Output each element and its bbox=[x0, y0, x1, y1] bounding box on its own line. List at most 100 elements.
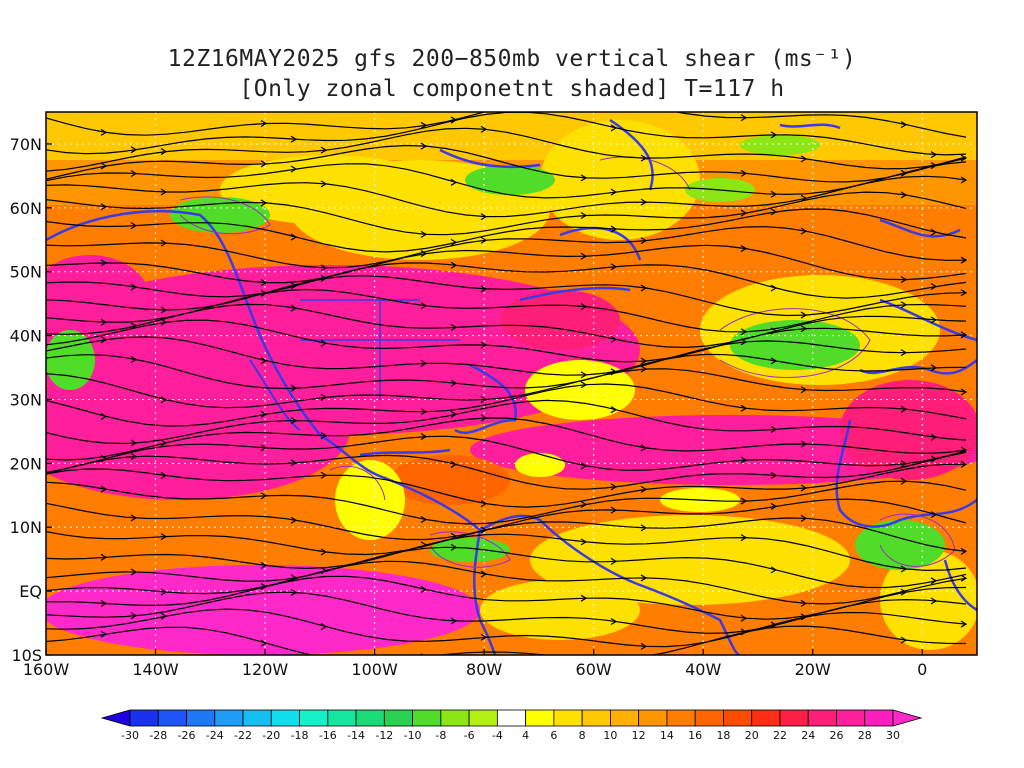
stream-arrow bbox=[480, 125, 488, 133]
stream-arrow bbox=[930, 597, 938, 605]
stream-arrow bbox=[580, 303, 588, 311]
streamline bbox=[46, 575, 967, 620]
stream-arrow bbox=[960, 460, 968, 468]
stream-arrow bbox=[640, 154, 648, 162]
stream-arrow bbox=[800, 227, 808, 235]
colorbar-segment bbox=[496, 709, 527, 727]
streamline bbox=[46, 191, 967, 236]
stream-arrow bbox=[770, 131, 778, 139]
stream-arrow bbox=[900, 405, 908, 413]
colorbar-label: 22 bbox=[773, 729, 787, 742]
stream-arrow bbox=[930, 316, 938, 324]
streamline bbox=[46, 262, 967, 299]
stream-arrow bbox=[450, 543, 458, 551]
stream-arrow bbox=[580, 538, 588, 546]
stream-arrow bbox=[420, 433, 428, 441]
stream-arrow bbox=[320, 471, 328, 479]
stream-arrow bbox=[740, 328, 748, 336]
stream-arrow bbox=[960, 256, 968, 264]
stream-arrow bbox=[480, 236, 488, 244]
y-tick-label: 20N bbox=[10, 454, 42, 473]
streamline bbox=[46, 399, 967, 445]
x-tick-label: 0 bbox=[917, 660, 927, 679]
stream-arrow bbox=[160, 318, 168, 326]
stream-arrow bbox=[450, 617, 458, 625]
stream-arrow bbox=[640, 237, 648, 245]
y-axis: 70N 60N 50N 40N 30N 20N 10N EQ 10S bbox=[10, 135, 52, 665]
stream-arrow bbox=[800, 440, 808, 448]
stream-arrow bbox=[130, 439, 138, 447]
stream-arrow bbox=[930, 577, 938, 585]
x-tick-label: 140W bbox=[132, 660, 179, 679]
stream-arrow bbox=[320, 339, 328, 347]
colorbar-label: -8 bbox=[435, 729, 446, 742]
stream-arrow bbox=[480, 500, 488, 508]
stream-arrow bbox=[740, 628, 748, 636]
stream-arrow bbox=[930, 455, 938, 463]
stream-arrow bbox=[610, 263, 618, 271]
stream-arrow bbox=[900, 588, 908, 596]
colorbar-segment bbox=[666, 709, 696, 727]
colorbar-end-right bbox=[892, 709, 923, 727]
stream-arrow bbox=[480, 526, 488, 534]
colorbar-segment bbox=[355, 709, 385, 727]
y-tick-label: 40N bbox=[10, 327, 42, 346]
stream-arrow bbox=[800, 386, 808, 394]
stream-arrow bbox=[160, 439, 168, 447]
stream-arrow bbox=[450, 116, 458, 124]
stream-arrow bbox=[640, 357, 648, 365]
stream-arrow bbox=[160, 188, 168, 196]
stream-arrow bbox=[640, 198, 648, 206]
stream-arrow bbox=[130, 355, 138, 363]
stream-arrow bbox=[450, 261, 458, 269]
map-frame bbox=[45, 111, 978, 656]
stream-arrow bbox=[900, 276, 908, 284]
y-tick-label: 60N bbox=[10, 199, 42, 218]
colorbar-label: -28 bbox=[149, 729, 167, 742]
stream-arrow bbox=[640, 574, 648, 582]
y-tick-label: 70N bbox=[10, 135, 42, 154]
stream-arrow bbox=[900, 169, 908, 177]
stream-arrow bbox=[100, 553, 108, 561]
stream-arrow bbox=[770, 208, 778, 216]
colorbar-label: -6 bbox=[464, 729, 475, 742]
chart-title-line-1: 12Z16MAY2025 gfs 200−850mb vertical shea… bbox=[167, 46, 857, 72]
stream-arrow bbox=[610, 406, 618, 414]
stream-arrow bbox=[260, 289, 268, 297]
stream-arrow bbox=[960, 331, 968, 339]
y-tick-label: 10N bbox=[10, 518, 42, 537]
colorbar-segment bbox=[779, 709, 809, 727]
stream-arrow bbox=[320, 623, 328, 631]
colorbar-segment bbox=[383, 709, 413, 727]
colorbar-label: 16 bbox=[688, 729, 702, 742]
stream-arrow bbox=[800, 155, 808, 163]
streamline bbox=[46, 175, 967, 218]
stream-arrow bbox=[130, 514, 138, 522]
colorbar-segment bbox=[638, 709, 668, 727]
stream-arrow bbox=[770, 284, 778, 292]
colorbar-label: -20 bbox=[262, 729, 280, 742]
stream-arrow bbox=[960, 154, 968, 162]
stream-arrow bbox=[640, 485, 648, 493]
colorbar-segment bbox=[129, 709, 159, 727]
x-tick-label: 80W bbox=[466, 660, 502, 679]
stream-arrow bbox=[770, 425, 778, 433]
stream-arrow bbox=[740, 534, 748, 542]
stream-arrow bbox=[960, 176, 968, 184]
stream-arrow bbox=[640, 284, 648, 292]
stream-arrow bbox=[420, 408, 428, 416]
colorbar-segment bbox=[553, 709, 583, 727]
colorbar-label: 30 bbox=[886, 729, 900, 742]
stream-arrow bbox=[960, 388, 968, 396]
stream-arrow bbox=[450, 178, 458, 186]
colorbar-end-left bbox=[100, 709, 131, 727]
colorbar-label: 10 bbox=[603, 729, 617, 742]
streamline bbox=[46, 144, 967, 183]
colorbar-segment bbox=[242, 709, 272, 727]
stream-arrow bbox=[930, 433, 938, 441]
stream-arrow bbox=[290, 588, 298, 597]
colorbar-label: -18 bbox=[291, 729, 309, 742]
stream-arrow bbox=[100, 336, 108, 344]
stream-arrow bbox=[770, 357, 778, 365]
